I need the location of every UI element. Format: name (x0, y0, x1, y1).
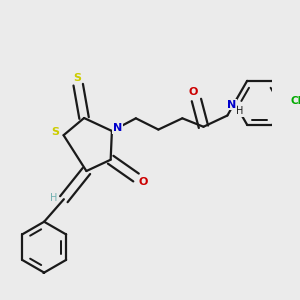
Text: N: N (113, 123, 122, 133)
Text: N: N (227, 100, 236, 110)
Text: S: S (51, 128, 59, 137)
Text: O: O (189, 86, 198, 97)
Text: S: S (73, 73, 81, 83)
Text: O: O (138, 177, 148, 187)
Text: H: H (50, 193, 58, 203)
Text: Cl: Cl (291, 96, 300, 106)
Text: H: H (236, 106, 244, 116)
